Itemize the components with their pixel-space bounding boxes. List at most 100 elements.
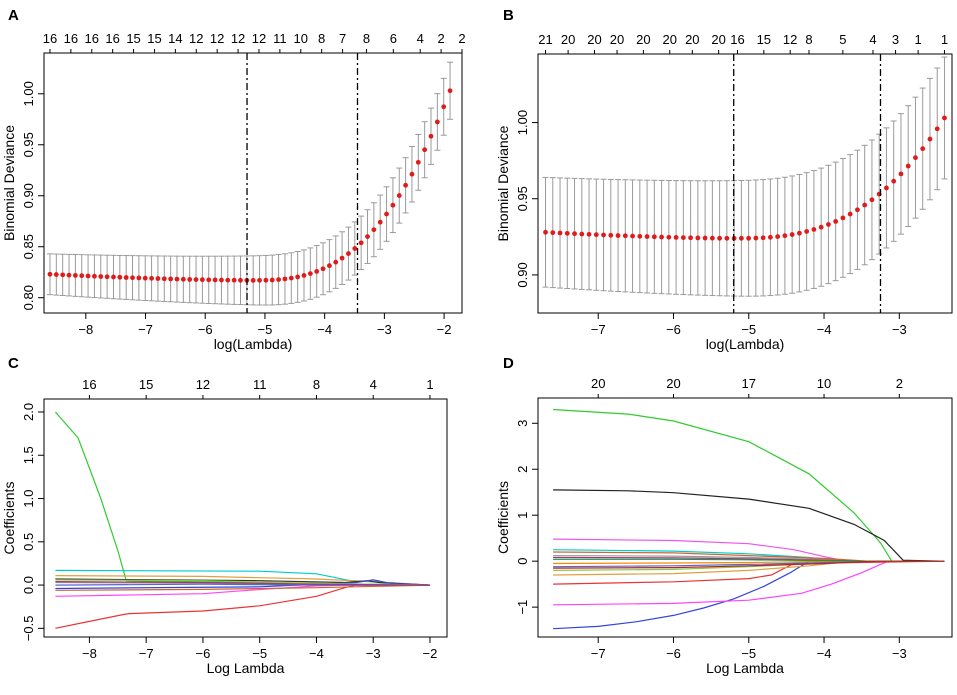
cv-mean-point [862,202,868,208]
top-axis-label: 4 [869,32,876,47]
x-axis-label: log(Lambda) [706,336,785,352]
cv-mean-point [365,234,370,239]
y-tick-label: 0.0 [21,576,36,594]
cv-mean-point [746,235,752,241]
y-axis-label: Coefficients [1,482,17,555]
plot-frame [43,398,448,638]
cv-mean-point [269,277,275,283]
cv-mean-point [622,233,628,239]
cv-mean-point [136,275,142,281]
top-axis-label: 4 [370,377,377,392]
top-axis-label: 8 [805,32,812,47]
top-axis-label: 4 [417,31,424,46]
cv-mean-point [263,277,269,283]
top-axis-label: 20 [561,32,575,47]
top-axis-label: 8 [363,31,370,46]
cv-mean-point [415,159,421,165]
cv-mean-point [447,88,453,94]
cv-mean-point [403,182,409,188]
cv-mean-point [738,235,744,241]
cv-mean-point [358,240,364,246]
panel-letter-c: C [8,355,19,372]
top-axis-label: 12 [252,31,266,46]
cv-mean-point [680,235,686,241]
top-axis-label: 6 [390,31,397,46]
cv-mean-point [724,235,730,241]
cv-mean-point [250,277,256,283]
top-axis-label: 16 [105,31,119,46]
cv-mean-point [206,277,212,283]
cv-mean-point [826,222,831,227]
cv-mean-point [187,277,193,282]
coefficient-path [54,411,431,586]
top-axis-label: 20 [636,32,650,47]
cv-mean-point [666,234,672,240]
cv-mean-point [695,235,701,241]
x-tick-label: −5 [741,646,756,661]
top-axis-label: 20 [685,32,699,47]
top-axis-label: 8 [318,31,325,46]
top-axis-label: 2 [458,31,465,46]
cv-mean-point [66,272,72,278]
x-tick-label: −5 [741,322,756,337]
top-axis-label: 1 [426,377,433,392]
cv-mean-point [409,171,415,177]
cv-mean-point [869,197,875,203]
top-axis-label: 12 [783,32,797,47]
cv-mean-point [775,234,781,240]
y-tick-label: 0 [515,558,530,565]
top-axis-label: 12 [210,31,224,46]
x-axis-label: Log Lambda [207,660,285,676]
coefficient-path [55,584,431,591]
top-axis-label: 1 [915,32,922,47]
coefficient-path [553,560,945,630]
panel-b: −7 −6 −5 −4 −3 0.90 0.95 1.00 21 20 20 20 20 20 20 20 16… [495,32,953,352]
cv-mean-point [579,231,585,237]
cv-mean-point [767,234,773,240]
y-tick-label: 2.0 [21,403,36,421]
cv-mean-point [898,171,904,177]
y-tick-label: 1.00 [515,110,530,135]
plot-frame [537,397,953,638]
cv-mean-point [905,163,911,169]
top-axis-label: 15 [126,31,140,46]
x-tick-label: −7 [139,646,154,661]
cv-mean-point [104,274,110,280]
y-tick-label: −0.5 [21,616,36,642]
cv-mean-point [891,178,897,184]
panel-a: −8 −7 −6 −5 −4 −3 −2 0.80 0.85 0.90 0.95 1.00 16 16 16… [1,31,466,352]
y-tick-label: 0.95 [515,186,530,211]
y-tick-label: 0.85 [21,234,36,259]
x-tick-label: −4 [317,322,332,337]
cv-mean-point [789,232,795,237]
top-axis-label: 16 [730,32,744,47]
coefficient-path [55,579,431,590]
cv-mean-point [371,227,377,233]
y-tick-label: 1.5 [21,446,36,464]
cv-mean-point [797,230,802,236]
top-axis-label: 20 [711,32,725,47]
panel-d: −7 −6 −5 −4 −3 −1 0 1 2 3 20 20 17 10 2 Log Lambda Coeff… [495,376,953,676]
cv-mean-point [847,211,853,217]
cv-mean-point [320,266,326,272]
top-axis-label: 15 [139,377,153,392]
cv-mean-point [644,234,650,239]
y-tick-label: 1.00 [21,81,36,106]
top-axis-label: 20 [610,32,624,47]
cv-mean-point [295,274,301,280]
x-tick-label: −2 [437,322,452,337]
cv-mean-point [934,126,940,132]
y-axis-label: Binomial Deviance [495,125,511,241]
cv-mean-point [180,276,186,282]
x-tick-label: −3 [892,322,907,337]
cv-mean-point [586,231,592,237]
coefficient-path [55,584,430,629]
cv-mean-point [142,275,148,281]
cv-mean-point [352,246,358,251]
y-tick-label: 1.0 [21,489,36,507]
cv-mean-point [550,230,556,236]
cv-mean-point [168,276,174,282]
top-axis-label: 3 [892,32,899,47]
coefficient-path [553,560,945,569]
y-tick-label: 0.90 [515,262,530,287]
